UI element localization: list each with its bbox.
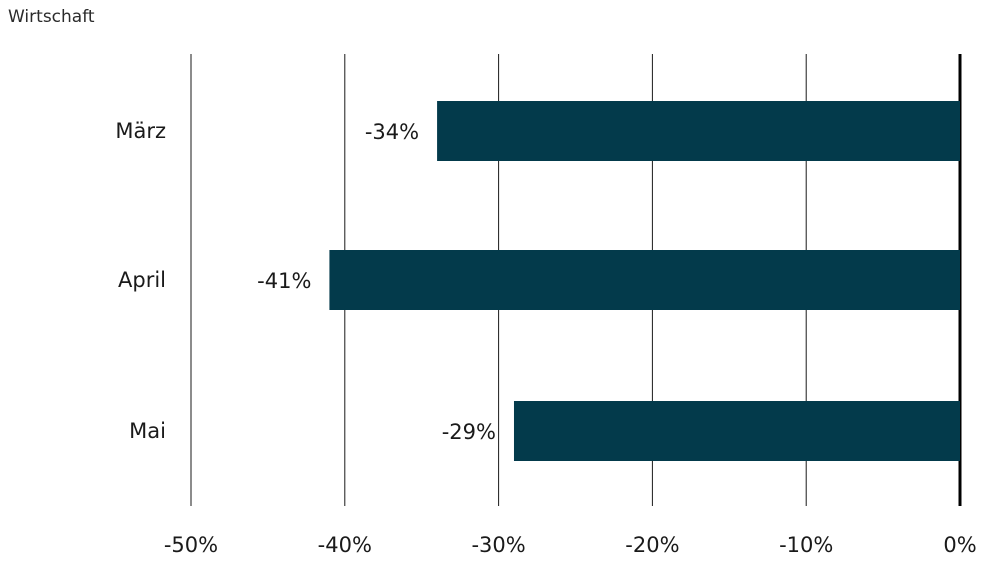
x-tick-label: -40%	[318, 533, 372, 557]
bar	[513, 401, 960, 461]
x-tick-label: 0%	[943, 533, 976, 557]
bar-value-label: -29%	[442, 420, 496, 444]
bars	[329, 101, 961, 461]
category-label: April	[118, 268, 166, 292]
category-label: Mai	[129, 419, 166, 443]
x-tick-label: -50%	[164, 533, 218, 557]
category-label: März	[115, 119, 166, 143]
x-tick-label: -10%	[779, 533, 833, 557]
bar	[329, 250, 960, 310]
bar-value-label: -41%	[257, 269, 311, 293]
category-labels: März April Mai	[115, 119, 166, 443]
data-labels: -34% -41% -29%	[257, 120, 496, 444]
x-tick-label: -20%	[625, 533, 679, 557]
bar	[437, 101, 961, 161]
x-axis-tick-labels: -50% -40% -30% -20% -10% 0%	[164, 533, 977, 557]
chart-subtitle: Wirtschaft	[8, 7, 95, 27]
bar-value-label: -34%	[365, 120, 419, 144]
x-tick-label: -30%	[471, 533, 525, 557]
